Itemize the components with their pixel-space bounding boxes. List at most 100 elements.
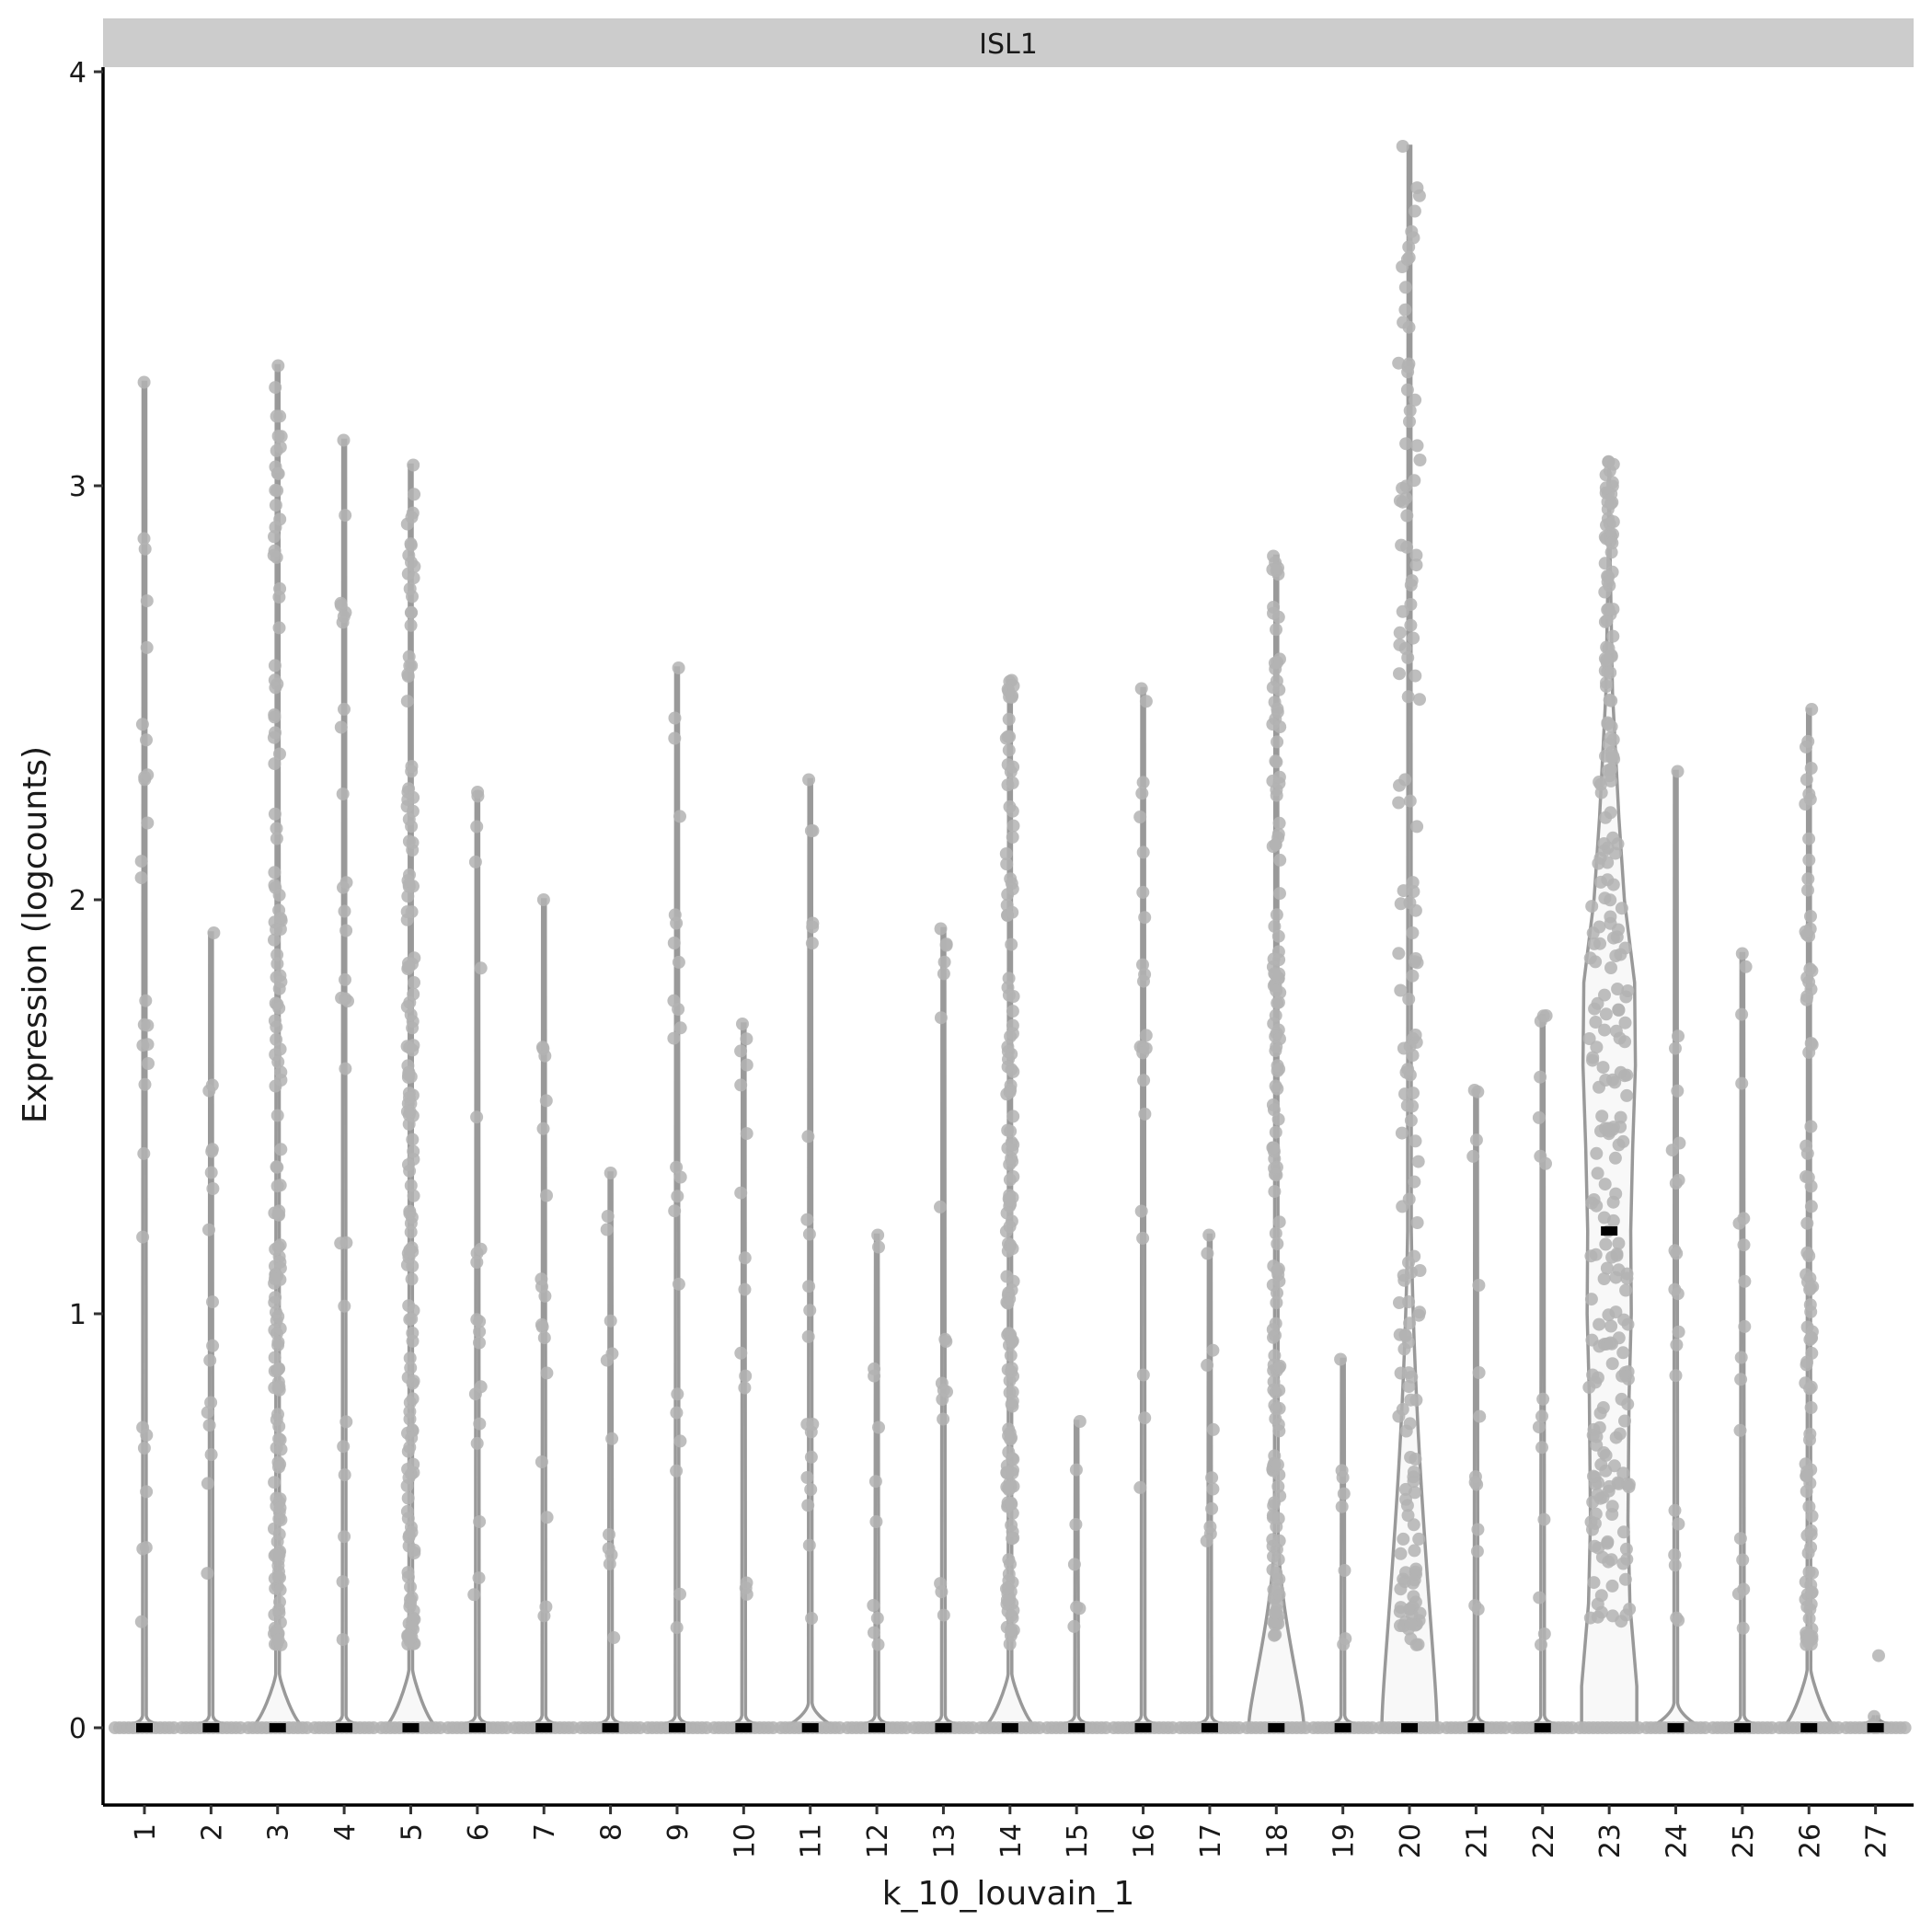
point <box>1006 1170 1020 1183</box>
point <box>1799 1593 1812 1606</box>
point <box>337 433 351 447</box>
point <box>537 1331 551 1345</box>
point <box>1336 1471 1350 1484</box>
point <box>604 1314 617 1328</box>
point <box>1619 1608 1633 1622</box>
point <box>1271 1458 1284 1472</box>
point <box>1803 792 1817 806</box>
point <box>1269 968 1282 982</box>
median-12 <box>868 1723 886 1732</box>
point <box>1006 819 1020 833</box>
point <box>269 681 282 695</box>
point <box>137 375 151 389</box>
point <box>1270 623 1282 637</box>
point <box>272 1432 286 1445</box>
point <box>1735 1076 1749 1090</box>
point <box>273 969 287 983</box>
point <box>269 1272 282 1285</box>
point <box>670 1464 684 1478</box>
point <box>141 1018 155 1032</box>
point <box>1400 1499 1414 1512</box>
point <box>1393 638 1407 651</box>
point <box>603 1528 615 1541</box>
point <box>1609 1431 1623 1444</box>
point <box>1600 653 1614 667</box>
point <box>1273 1032 1286 1046</box>
point <box>800 1213 814 1226</box>
point <box>1604 1319 1618 1333</box>
point <box>540 1366 554 1380</box>
point <box>1003 1157 1017 1171</box>
point <box>1206 1343 1220 1357</box>
point <box>1602 603 1616 615</box>
point <box>1002 743 1016 757</box>
point <box>1266 1533 1280 1547</box>
point <box>1800 971 1814 984</box>
point <box>1612 1138 1626 1152</box>
point <box>1472 1366 1486 1379</box>
point <box>1598 1178 1612 1191</box>
point <box>1804 910 1817 923</box>
point <box>1136 958 1149 972</box>
point <box>937 955 951 969</box>
point <box>339 924 353 937</box>
point <box>1612 1236 1626 1250</box>
point <box>201 1567 214 1581</box>
point <box>804 1483 818 1496</box>
point <box>607 1631 621 1644</box>
point <box>1272 816 1286 830</box>
point <box>1403 404 1417 418</box>
point <box>137 1146 151 1160</box>
point <box>801 1329 815 1343</box>
point <box>1409 903 1422 917</box>
x-tick-label: 1 <box>130 1823 162 1841</box>
point <box>134 1615 148 1628</box>
point <box>1399 1065 1413 1079</box>
point <box>269 483 282 497</box>
point <box>1402 240 1416 254</box>
point <box>1618 1572 1632 1586</box>
point <box>1738 1319 1752 1333</box>
point <box>1413 454 1427 466</box>
point <box>404 1179 418 1192</box>
point <box>406 804 420 818</box>
point <box>1396 481 1409 495</box>
point <box>934 1200 947 1213</box>
point <box>1737 1212 1751 1225</box>
point <box>740 1587 753 1601</box>
point <box>1614 948 1627 961</box>
point <box>1398 281 1412 294</box>
point <box>1533 1591 1547 1604</box>
violin-group-18 <box>1240 549 1313 1734</box>
point <box>270 1314 283 1328</box>
point <box>207 926 221 939</box>
point <box>1138 1411 1152 1425</box>
point <box>402 1117 416 1131</box>
violin-19 <box>1315 1357 1372 1730</box>
point <box>1804 1120 1818 1133</box>
point <box>1604 1336 1617 1350</box>
point <box>1267 1141 1281 1155</box>
point <box>339 992 352 1006</box>
point <box>405 1312 419 1326</box>
point <box>1266 718 1280 731</box>
point <box>1272 770 1286 784</box>
point <box>1621 1397 1635 1411</box>
point <box>270 832 283 845</box>
point <box>1800 1320 1814 1334</box>
point <box>1408 1249 1421 1263</box>
point <box>1271 1262 1285 1276</box>
violin-group-17 <box>1173 1228 1246 1734</box>
point <box>406 590 419 604</box>
point <box>535 1317 548 1331</box>
point <box>1409 1562 1423 1576</box>
point <box>1604 546 1618 559</box>
point <box>801 1130 815 1144</box>
point <box>1665 1144 1679 1157</box>
point <box>1398 773 1412 787</box>
point <box>1134 682 1148 696</box>
point <box>1618 1016 1632 1029</box>
point <box>1801 883 1814 897</box>
point <box>408 976 420 989</box>
point <box>1597 837 1611 850</box>
